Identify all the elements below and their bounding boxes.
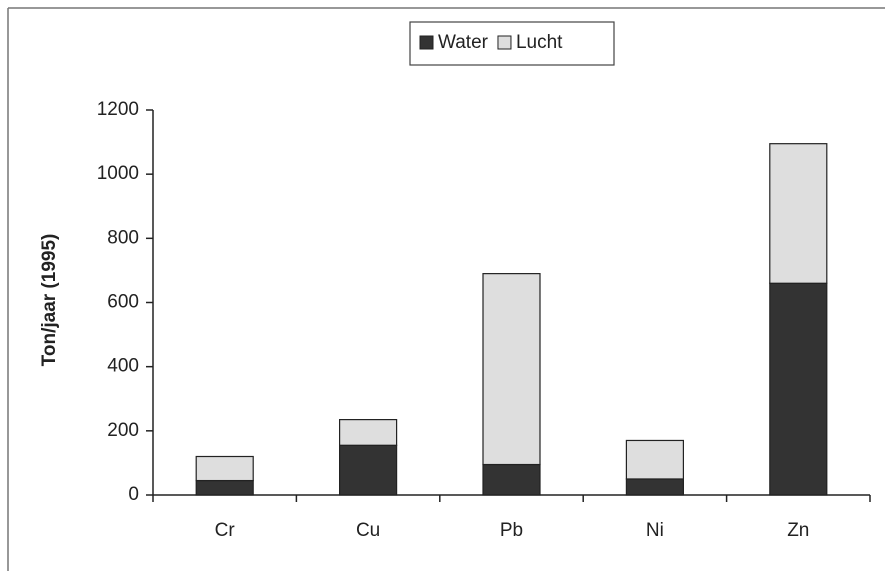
x-tick-label: Ni xyxy=(646,520,664,541)
x-tick-label: Pb xyxy=(500,520,523,541)
y-tick-label: 200 xyxy=(107,420,139,441)
bar-segment xyxy=(625,478,685,496)
bar-segment xyxy=(339,444,398,496)
legend-swatch xyxy=(419,35,434,50)
bar-segment xyxy=(339,419,398,446)
legend-swatch xyxy=(497,35,512,50)
legend-label: Water xyxy=(438,32,489,53)
y-tick-label: 600 xyxy=(107,292,139,313)
y-tick-label: 1200 xyxy=(97,99,139,120)
y-tick-label: 400 xyxy=(107,356,139,377)
y-axis-label: Ton/jaar (1995) xyxy=(39,234,60,367)
y-tick-label: 800 xyxy=(107,227,139,248)
x-tick-label: Cr xyxy=(215,520,236,541)
x-tick-label: Zn xyxy=(787,520,809,541)
bar-segment xyxy=(769,282,828,496)
bar-segment xyxy=(482,273,541,466)
x-tick-label: Cu xyxy=(356,520,380,541)
legend-box xyxy=(409,21,615,66)
bar-segment xyxy=(195,455,254,482)
bar-segment xyxy=(482,463,541,496)
bar-segment xyxy=(625,439,685,480)
legend-label: Lucht xyxy=(516,32,563,53)
bar-segment xyxy=(195,479,254,496)
y-tick-label: 1000 xyxy=(97,163,139,184)
y-tick-label: 0 xyxy=(128,484,139,505)
bar-segment xyxy=(769,143,828,284)
